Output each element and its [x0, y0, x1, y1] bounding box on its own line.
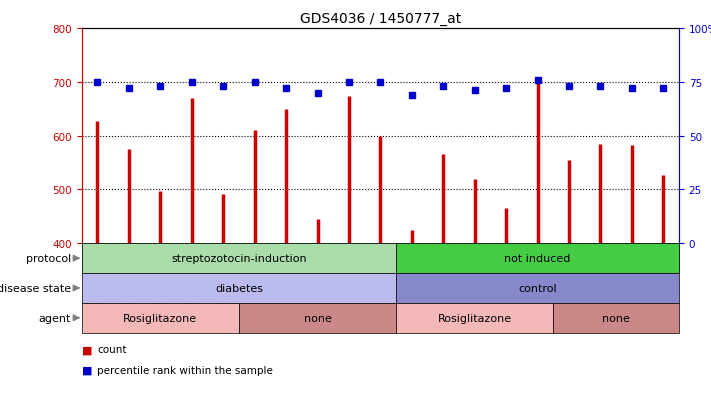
Text: Rosiglitazone: Rosiglitazone [438, 313, 512, 323]
Text: percentile rank within the sample: percentile rank within the sample [97, 365, 273, 375]
Text: none: none [602, 313, 630, 323]
Text: disease state: disease state [0, 283, 71, 293]
Text: count: count [97, 344, 127, 354]
Text: ■: ■ [82, 365, 92, 375]
Text: GDS4036 / 1450777_at: GDS4036 / 1450777_at [300, 12, 461, 26]
Text: none: none [304, 313, 331, 323]
Text: ■: ■ [82, 344, 92, 354]
Text: not induced: not induced [504, 254, 571, 263]
Text: streptozotocin-induction: streptozotocin-induction [171, 254, 306, 263]
Text: control: control [518, 283, 557, 293]
Text: protocol: protocol [26, 254, 71, 263]
Text: agent: agent [38, 313, 71, 323]
Text: Rosiglitazone: Rosiglitazone [123, 313, 198, 323]
Text: diabetes: diabetes [215, 283, 263, 293]
